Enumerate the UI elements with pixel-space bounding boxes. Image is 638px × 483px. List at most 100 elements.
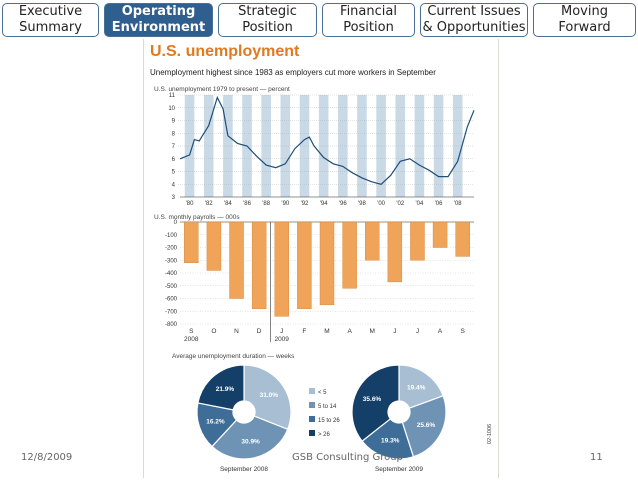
tab-label: Operating Environment <box>111 4 206 35</box>
payroll-bar <box>319 221 335 306</box>
legend-label: 5 to 14 <box>318 404 337 410</box>
tab-financial-position[interactable]: Financial Position <box>322 3 415 37</box>
x-tick-label: '98 <box>358 201 366 207</box>
x-tick-label: '96 <box>339 201 347 207</box>
legend-swatch <box>309 388 315 394</box>
month-tick-label: M <box>370 328 375 335</box>
tab-strategic-position[interactable]: Strategic Position <box>218 3 317 37</box>
footer-organization: GSB Consulting Group <box>292 452 403 463</box>
year-label: 2009 <box>274 336 289 343</box>
payroll-bar <box>432 221 448 248</box>
y-tick-label: 8 <box>172 131 176 137</box>
legend-label: < 5 <box>318 390 327 396</box>
pie-slice <box>197 364 245 411</box>
y-tick-label: 0 <box>174 220 178 226</box>
y-tick-label: -400 <box>165 271 178 277</box>
x-tick-label: '08 <box>454 201 462 207</box>
month-tick-label: S <box>189 328 194 335</box>
year-band <box>223 95 233 197</box>
x-tick-label: '90 <box>281 201 289 207</box>
tab-executive-summary[interactable]: Executive Summary <box>2 3 99 37</box>
x-tick-label: '86 <box>243 201 251 207</box>
figure-code: 02-1006 <box>487 424 493 444</box>
x-tick-label: '02 <box>396 201 404 207</box>
legend-swatch <box>309 402 315 408</box>
duration-pie-charts: 31.0% 30.9% 16.2% 21.9% September 2008 19.4% 2… <box>196 364 447 473</box>
y-tick-label: 5 <box>172 170 176 176</box>
x-tick-label: '80 <box>186 201 194 207</box>
slice-value-label: 19.4% <box>407 384 426 391</box>
tab-label: Executive Summary <box>18 4 83 35</box>
payroll-bar <box>229 221 244 299</box>
legend-label: 15 to 26 <box>318 418 340 424</box>
year-band <box>452 95 463 197</box>
line-chart-title: U.S. unemployment 1979 to present — perc… <box>154 86 290 93</box>
payroll-bar <box>206 221 222 271</box>
year-band <box>376 95 386 197</box>
payroll-bar <box>365 221 380 261</box>
month-tick-label: J <box>416 328 419 335</box>
month-tick-label: J <box>393 328 396 335</box>
slice-value-label: 16.2% <box>206 418 225 425</box>
pie-caption: September 2008 <box>220 466 268 473</box>
tab-moving-forward[interactable]: Moving Forward <box>533 3 636 37</box>
payroll-bar <box>455 221 470 257</box>
year-band <box>414 95 425 197</box>
payroll-bar <box>274 221 289 317</box>
section-nav: Executive Summary Operating Environment … <box>2 3 636 37</box>
year-label: 2008 <box>184 336 199 343</box>
footer-date: 12/8/2009 <box>21 452 73 463</box>
pie-chart-title: Average unemployment duration — weeks <box>172 353 295 360</box>
x-tick-label: '92 <box>301 201 309 207</box>
x-tick-label: '04 <box>415 201 423 207</box>
year-band <box>280 95 291 197</box>
footer-page-number: 11 <box>590 452 603 463</box>
payroll-bar <box>184 221 199 263</box>
legend-swatch <box>309 416 315 422</box>
x-tick-label: '06 <box>435 201 443 207</box>
year-band <box>357 95 367 197</box>
y-tick-label: 3 <box>172 195 176 201</box>
tab-label: Financial Position <box>340 4 397 35</box>
tab-operating-environment[interactable]: Operating Environment <box>104 3 213 37</box>
pie-caption: September 2009 <box>375 466 423 473</box>
slice-value-label: 31.0% <box>260 392 279 399</box>
y-tick-label: -600 <box>165 297 178 303</box>
y-tick-label: 4 <box>172 182 176 188</box>
tab-label: Strategic Position <box>238 4 297 35</box>
x-tick-label: '84 <box>224 201 232 207</box>
slice-value-label: 25.6% <box>417 422 436 429</box>
pie-slice <box>351 364 400 442</box>
slice-value-label: 30.9% <box>241 438 260 445</box>
payrolls-bar-chart: 0 -100 -200 -300 -400 -500 -600 -700 -800 S O N D J F M… <box>165 220 474 343</box>
payroll-bar <box>297 221 312 309</box>
y-tick-label: -100 <box>165 233 178 239</box>
slice-value-label: 19.3% <box>381 438 400 445</box>
unemployment-rate-line <box>179 95 475 185</box>
tab-current-issues[interactable]: Current Issues & Opportunities <box>420 3 528 37</box>
y-tick-label: -700 <box>165 309 178 315</box>
payroll-bar <box>342 221 357 289</box>
y-tick-label: -200 <box>165 246 178 252</box>
bar-chart-title: U.S. monthly payrolls — 000s <box>154 214 240 221</box>
slice-value-label: 21.9% <box>216 386 235 393</box>
unemployment-line-chart: 3 4 5 6 7 8 9 10 11 '80 '82 '84 '86 '88 '90 '92 '94 '96 '9… <box>168 93 475 207</box>
payroll-bar <box>251 221 267 309</box>
year-band <box>184 95 195 197</box>
month-tick-label: A <box>347 328 352 335</box>
y-tick-label: 6 <box>172 157 176 163</box>
y-tick-label: 10 <box>168 106 175 112</box>
pie-slice <box>361 417 415 460</box>
figure-svg: U.S. unemployment Unemployment highest s… <box>150 43 493 473</box>
pie-slice <box>401 395 447 458</box>
pie-slice <box>398 364 444 409</box>
payroll-bar <box>410 221 425 261</box>
y-tick-label: -300 <box>165 258 178 264</box>
tab-label: Moving Forward <box>558 4 611 35</box>
month-tick-label: S <box>461 328 466 335</box>
slice-value-label: 35.6% <box>363 396 382 403</box>
legend-label: > 26 <box>318 432 331 438</box>
y-tick-label: 9 <box>172 119 176 125</box>
tab-label: Current Issues & Opportunities <box>422 4 526 35</box>
legend-swatch <box>309 430 315 436</box>
